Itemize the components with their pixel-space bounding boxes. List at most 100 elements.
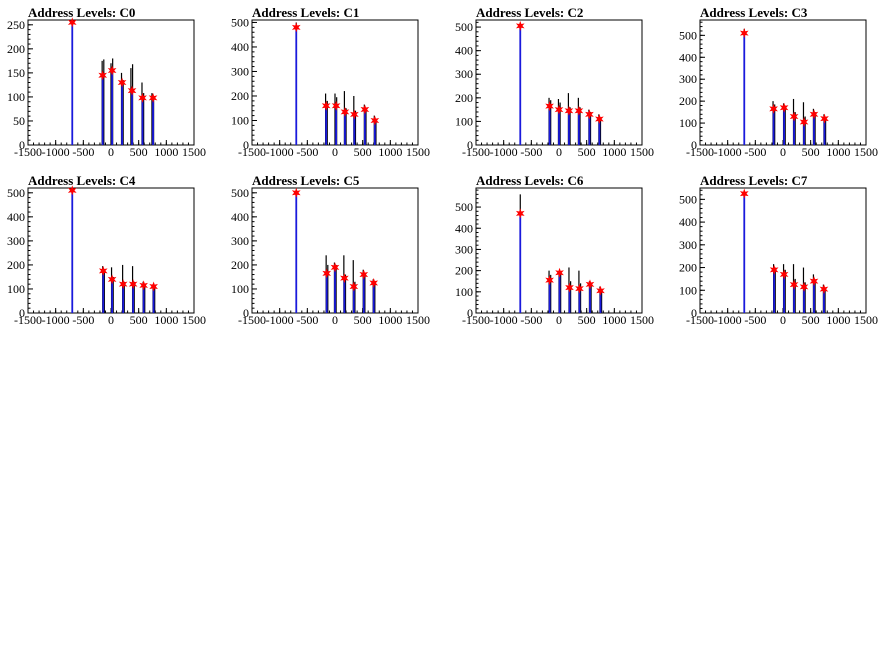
x-tick-label: -500 [520, 145, 542, 159]
peak-marker [98, 265, 108, 276]
peak-marker [107, 274, 117, 285]
peak-marker [148, 92, 158, 103]
y-tick-label: 500 [679, 28, 697, 42]
y-tick-label: 300 [455, 67, 473, 81]
y-tick-label: 100 [679, 283, 697, 297]
peak-marker [564, 105, 574, 116]
y-tick-label: 100 [7, 282, 25, 296]
y-tick-label: 400 [679, 215, 697, 229]
chart-title: Address Levels: C1 [252, 5, 359, 20]
peak-marker [574, 105, 584, 116]
peak-marker [321, 100, 331, 111]
x-tick-label: -1500 [238, 313, 266, 327]
x-tick-label: -1500 [462, 145, 490, 159]
y-tick-label: 500 [231, 186, 249, 200]
y-tick-label: 300 [679, 238, 697, 252]
y-tick-label: 400 [455, 44, 473, 58]
peak-marker [769, 264, 779, 275]
y-tick-label: 200 [679, 261, 697, 275]
x-tick-label: -1500 [238, 145, 266, 159]
x-tick-label: -1500 [686, 145, 714, 159]
peak-marker [809, 276, 819, 287]
chart-title: Address Levels: C2 [476, 5, 583, 20]
y-tick-label: 400 [7, 210, 25, 224]
y-tick-label: 300 [455, 242, 473, 256]
chart-panel-4: Address Levels: C40100200300400500-1500-… [7, 173, 206, 327]
x-tick-label: 1000 [602, 145, 626, 159]
x-tick-label: 500 [802, 145, 820, 159]
y-tick-label: 250 [7, 18, 25, 32]
y-tick-label: 400 [455, 221, 473, 235]
peak-marker [340, 273, 349, 284]
peak-marker [118, 279, 128, 290]
y-tick-label: 100 [231, 282, 249, 296]
peak-marker [585, 279, 595, 290]
x-tick-label: 1500 [406, 145, 430, 159]
x-tick-label: 500 [130, 145, 148, 159]
x-tick-label: 1000 [378, 145, 402, 159]
y-tick-label: 200 [231, 89, 249, 103]
x-tick-label: 0 [780, 313, 786, 327]
y-tick-label: 100 [455, 285, 473, 299]
x-tick-label: -500 [296, 313, 318, 327]
peak-marker [322, 268, 332, 279]
y-tick-label: 200 [455, 91, 473, 105]
peak-marker [138, 92, 147, 103]
peak-marker [139, 280, 148, 291]
peak-marker [545, 275, 554, 286]
y-tick-label: 500 [231, 15, 249, 29]
chart-title: Address Levels: C5 [252, 173, 360, 188]
peak-marker [799, 281, 809, 292]
x-tick-label: 0 [780, 145, 786, 159]
y-tick-label: 300 [679, 72, 697, 86]
x-tick-label: 0 [556, 145, 562, 159]
x-tick-label: -500 [72, 313, 94, 327]
x-tick-label: 0 [108, 145, 114, 159]
peak-marker [554, 104, 564, 115]
y-tick-label: 200 [231, 258, 249, 272]
chart-panel-2: Address Levels: C20100200300400500-1500-… [455, 5, 654, 159]
y-tick-label: 0 [467, 138, 473, 152]
y-tick-label: 100 [7, 90, 25, 104]
x-tick-label: 1500 [630, 313, 654, 327]
x-tick-label: -1000 [490, 313, 518, 327]
peak-marker [98, 70, 108, 81]
peak-marker [291, 187, 301, 198]
peak-marker [595, 114, 604, 125]
x-tick-label: 500 [802, 313, 820, 327]
x-tick-label: 1500 [630, 145, 654, 159]
y-tick-label: 0 [243, 306, 249, 320]
y-tick-label: 200 [455, 264, 473, 278]
peak-marker [555, 267, 564, 278]
y-tick-label: 0 [243, 138, 249, 152]
x-tick-label: 1500 [406, 313, 430, 327]
y-tick-label: 100 [679, 116, 697, 130]
y-tick-label: 200 [7, 258, 25, 272]
peak-marker [819, 284, 829, 295]
peak-marker [350, 109, 359, 120]
x-tick-label: -1000 [714, 313, 742, 327]
x-tick-label: -1000 [42, 313, 70, 327]
peak-marker [349, 281, 359, 292]
y-tick-label: 0 [19, 138, 25, 152]
y-tick-label: 500 [7, 186, 25, 200]
chart-panel-1: Address Levels: C10100200300400500-1500-… [231, 5, 430, 159]
peak-marker [515, 20, 525, 31]
peak-marker [340, 106, 350, 117]
chart-panel-3: Address Levels: C30100200300400500-1500-… [679, 5, 878, 159]
peak-marker [799, 116, 809, 127]
y-tick-label: 400 [231, 40, 249, 54]
chart-title: Address Levels: C6 [476, 173, 584, 188]
x-tick-label: -1000 [266, 313, 294, 327]
x-tick-label: 0 [556, 313, 562, 327]
x-tick-label: 1000 [154, 313, 178, 327]
x-tick-label: -500 [744, 313, 766, 327]
x-tick-label: -500 [296, 145, 318, 159]
y-tick-label: 500 [455, 200, 473, 214]
peak-marker [739, 28, 749, 39]
x-tick-label: 0 [108, 313, 114, 327]
x-tick-label: 500 [354, 313, 372, 327]
chart-panel-6: Address Levels: C60100200300400500-1500-… [455, 173, 654, 327]
y-tick-label: 200 [7, 42, 25, 56]
